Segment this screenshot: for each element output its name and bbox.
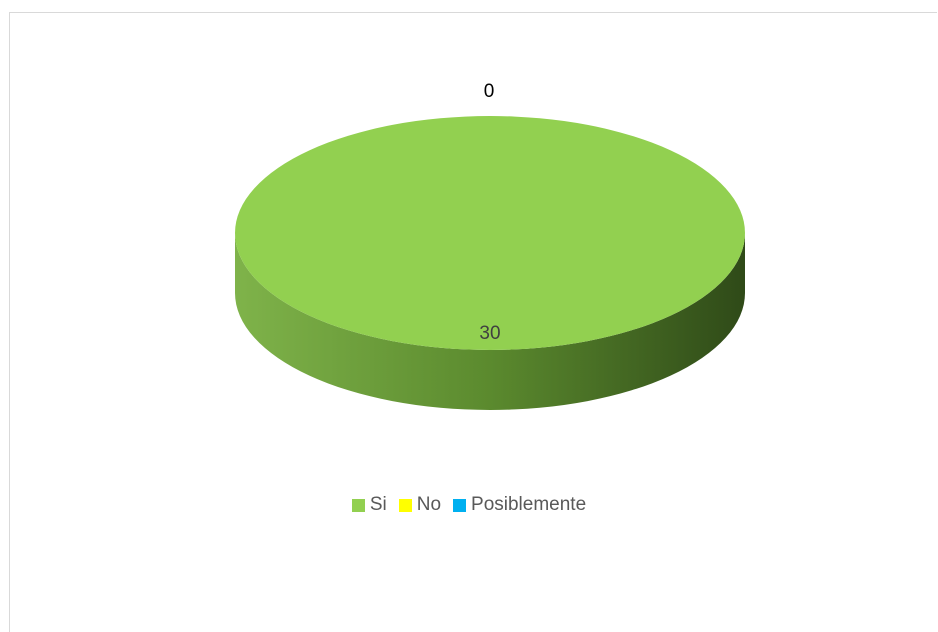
data-label-si: 30: [479, 323, 500, 344]
pie-slice-side: [235, 233, 745, 410]
legend-entry-posiblemente[interactable]: Posiblemente: [453, 494, 586, 516]
pie-slice-si[interactable]: [235, 116, 745, 350]
legend-swatch-posiblemente: [453, 498, 467, 512]
chart-frame: [9, 12, 937, 632]
legend-swatch-si: [351, 498, 365, 512]
legend-label-si: Si: [369, 494, 387, 515]
legend-entry-si[interactable]: Si: [351, 494, 387, 516]
legend: Si No Posiblemente: [0, 494, 938, 516]
legend-label-no: No: [416, 494, 442, 515]
data-label-no: 0: [484, 81, 495, 102]
legend-entry-no[interactable]: No: [398, 494, 442, 516]
legend-swatch-no: [398, 498, 412, 512]
legend-label-posiblemente: Posiblemente: [471, 494, 587, 515]
